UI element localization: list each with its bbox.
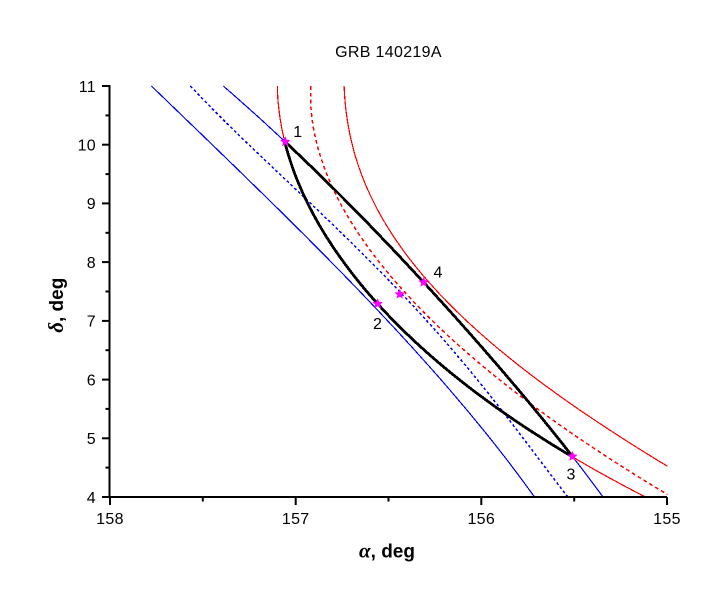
svg-text:3: 3: [567, 467, 576, 484]
svg-text:11: 11: [79, 79, 96, 96]
svg-text:5: 5: [87, 431, 96, 448]
svg-text:157: 157: [282, 511, 310, 528]
svg-text:10: 10: [78, 138, 96, 155]
svg-text:158: 158: [96, 511, 124, 528]
svg-text:α, deg: α, deg: [359, 538, 415, 562]
svg-text:6: 6: [87, 372, 96, 389]
svg-text:1: 1: [293, 124, 302, 141]
svg-text:156: 156: [467, 511, 495, 528]
svg-text:4: 4: [87, 490, 96, 507]
svg-text:8: 8: [87, 255, 96, 272]
svg-text:2: 2: [373, 316, 382, 333]
svg-text:GRB 140219A: GRB 140219A: [335, 44, 442, 61]
svg-text:δ, deg: δ, deg: [44, 278, 68, 333]
svg-text:7: 7: [87, 314, 96, 331]
svg-text:9: 9: [87, 196, 96, 213]
svg-text:155: 155: [653, 511, 681, 528]
svg-text:4: 4: [434, 265, 443, 282]
